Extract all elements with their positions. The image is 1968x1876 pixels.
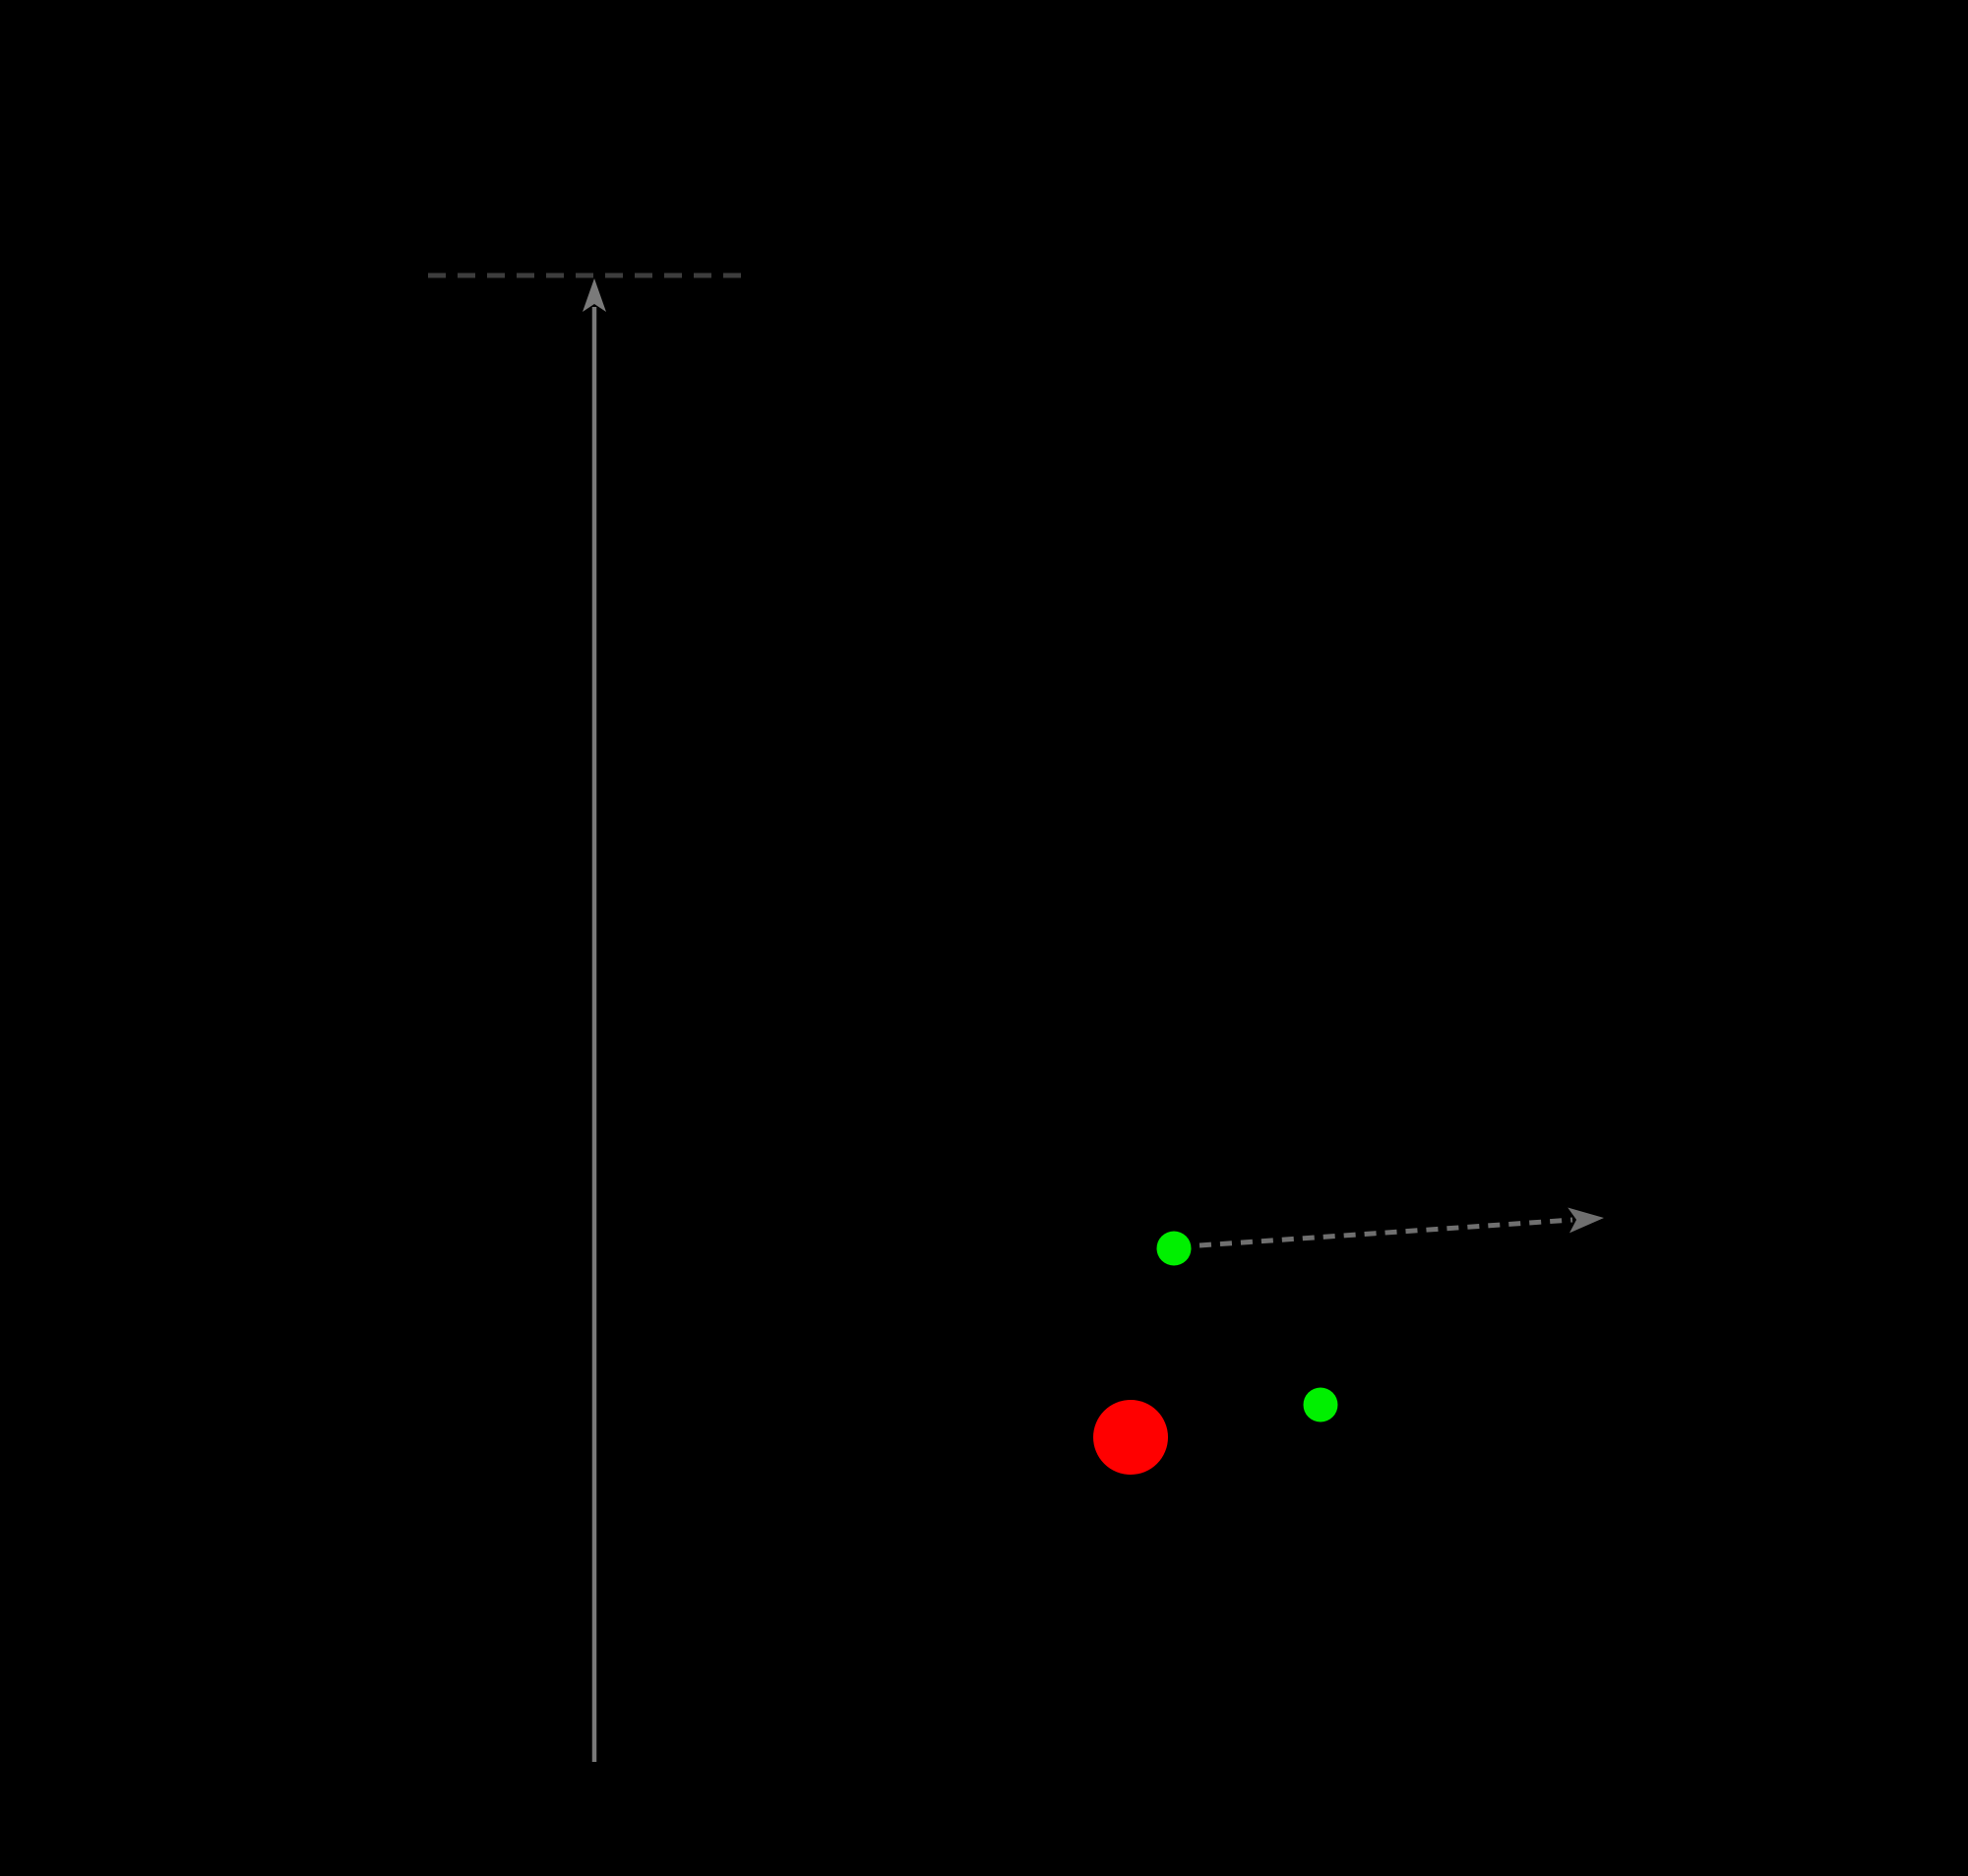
red-dot (1093, 1400, 1168, 1475)
trajectory-arrow-head (1568, 1207, 1604, 1234)
green-dot-2 (1303, 1387, 1338, 1422)
vertical-arrow-head (583, 278, 606, 312)
green-dot-1 (1156, 1231, 1192, 1266)
trajectory-dashed-line (1199, 1217, 1573, 1248)
